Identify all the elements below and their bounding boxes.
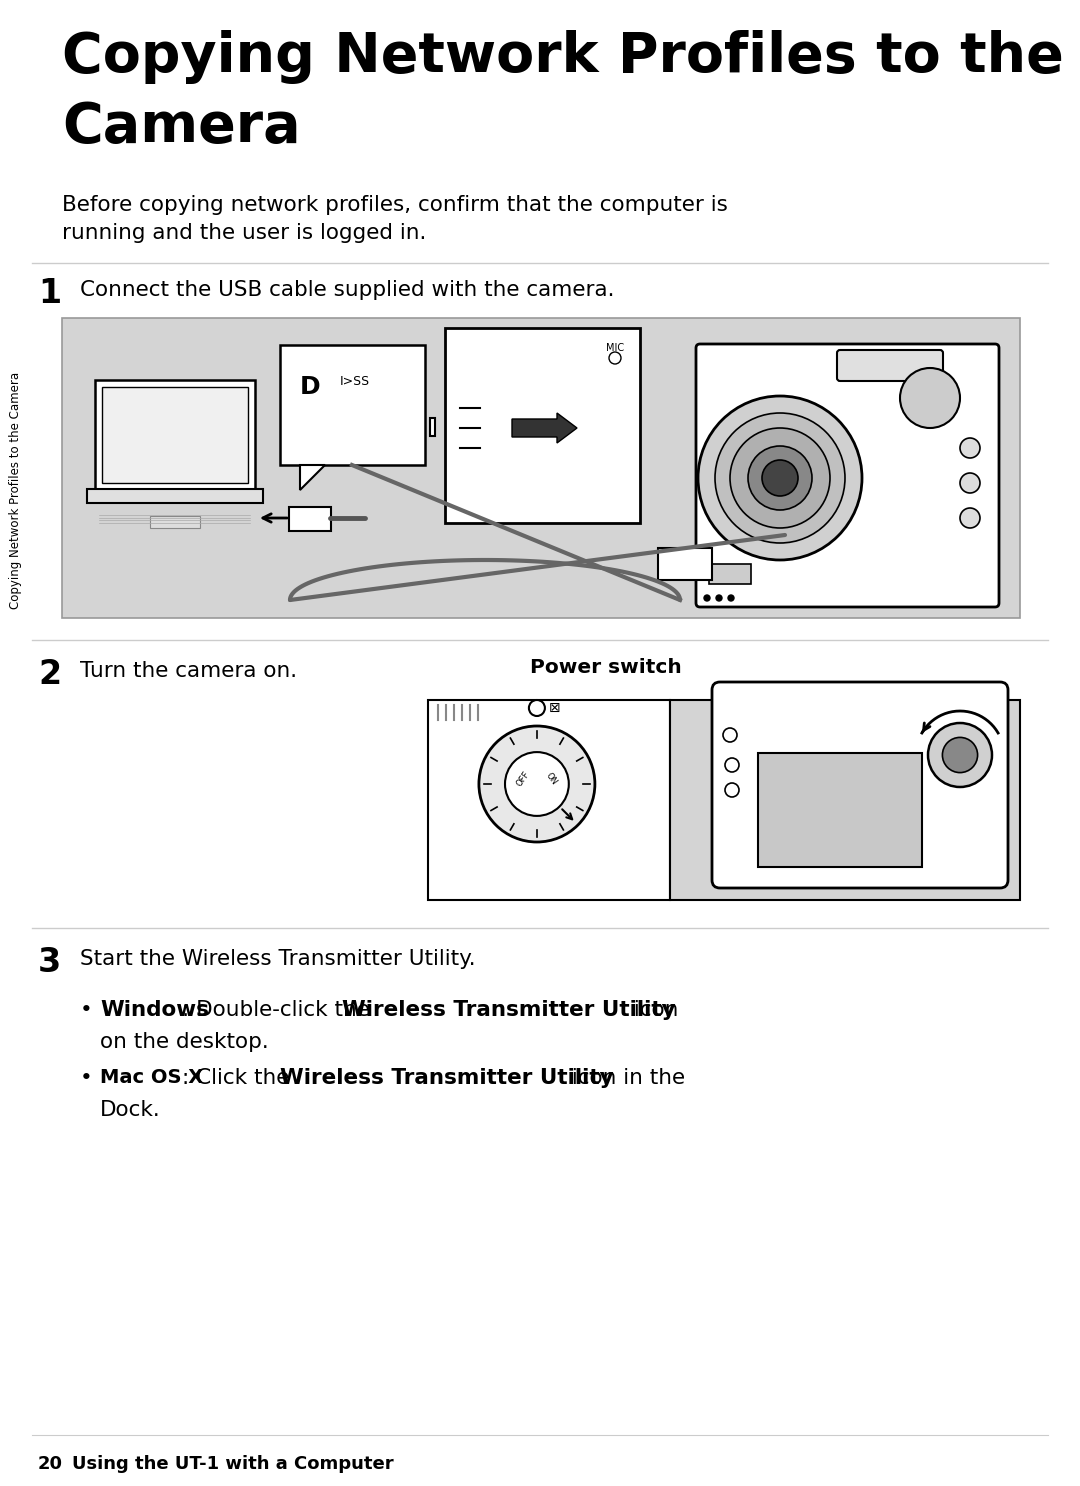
Circle shape [698,395,862,560]
FancyBboxPatch shape [837,351,943,380]
Text: running and the user is logged in.: running and the user is logged in. [62,223,427,244]
Circle shape [529,700,545,716]
Text: Power switch: Power switch [530,658,681,678]
Text: ON: ON [543,771,558,788]
FancyBboxPatch shape [95,380,255,490]
Text: Camera: Camera [62,100,300,155]
Text: : Click the: : Click the [183,1068,296,1088]
Bar [670,700,1020,901]
FancyBboxPatch shape [758,753,922,866]
Text: 3: 3 [38,947,62,979]
Text: D: D [299,374,321,400]
Text: Copying Network Profiles to the: Copying Network Profiles to the [62,30,1064,85]
FancyBboxPatch shape [102,386,248,483]
FancyBboxPatch shape [696,343,999,606]
Text: : Double-click the: : Double-click the [183,1000,377,1019]
Circle shape [960,438,980,458]
Circle shape [716,594,723,600]
FancyBboxPatch shape [708,565,751,584]
Text: 2: 2 [38,658,62,691]
Circle shape [762,461,798,496]
FancyBboxPatch shape [445,328,640,523]
Circle shape [725,758,739,773]
Polygon shape [300,465,325,490]
Text: Windows: Windows [100,1000,210,1019]
Circle shape [960,473,980,493]
Circle shape [609,352,621,364]
Circle shape [715,413,845,542]
Text: Dock.: Dock. [100,1100,161,1120]
FancyBboxPatch shape [150,516,200,528]
Text: •: • [80,1000,93,1019]
Bar [428,700,670,901]
Text: Mac OS X: Mac OS X [100,1068,203,1086]
Circle shape [928,724,993,788]
Text: Wireless Transmitter Utility: Wireless Transmitter Utility [342,1000,676,1019]
Circle shape [478,727,595,843]
Circle shape [725,783,739,796]
Text: OFF: OFF [514,770,531,788]
Text: ⊠: ⊠ [549,701,561,715]
Text: Wireless Transmitter Utility: Wireless Transmitter Utility [280,1068,613,1088]
Circle shape [900,369,960,428]
FancyBboxPatch shape [712,682,1008,889]
FancyBboxPatch shape [289,507,330,531]
Text: Start the Wireless Transmitter Utility.: Start the Wireless Transmitter Utility. [80,950,475,969]
FancyBboxPatch shape [280,345,426,465]
Circle shape [730,428,831,528]
Text: •: • [80,1068,93,1088]
FancyBboxPatch shape [87,489,264,502]
Text: on the desktop.: on the desktop. [100,1031,269,1052]
Circle shape [748,446,812,510]
Circle shape [728,594,734,600]
Text: Before copying network profiles, confirm that the computer is: Before copying network profiles, confirm… [62,195,728,215]
Circle shape [704,594,710,600]
Text: 1: 1 [38,276,62,311]
Circle shape [960,508,980,528]
Bar [62,318,1020,618]
FancyBboxPatch shape [430,418,435,435]
Text: MIC: MIC [606,343,624,354]
Circle shape [505,752,569,816]
Text: icon in the: icon in the [565,1068,685,1088]
FancyBboxPatch shape [658,548,712,580]
Text: I>SS: I>SS [340,374,370,388]
Text: Copying Network Profiles to the Camera: Copying Network Profiles to the Camera [10,372,23,609]
Text: Turn the camera on.: Turn the camera on. [80,661,297,681]
Text: Using the UT-1 with a Computer: Using the UT-1 with a Computer [72,1455,393,1473]
Text: 20: 20 [38,1455,63,1473]
Text: icon: icon [627,1000,678,1019]
Text: Connect the USB cable supplied with the camera.: Connect the USB cable supplied with the … [80,279,615,300]
FancyArrow shape [512,413,577,443]
Circle shape [943,737,977,773]
Circle shape [723,728,737,742]
